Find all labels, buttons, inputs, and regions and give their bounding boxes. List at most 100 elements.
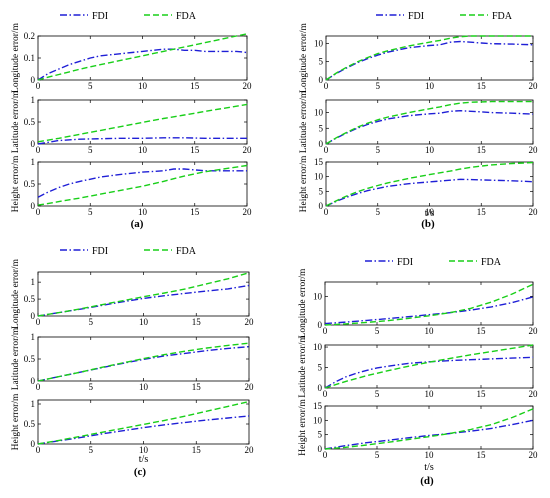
subplot-height: 0 5 10 15 20 0 5 10 15 Height error/m (299, 155, 538, 217)
y-tick-label: 0.5 (24, 179, 36, 189)
x-tick-label: 5 (376, 81, 381, 91)
legend-label-fdi: FDI (92, 11, 108, 22)
series-line-fda (325, 35, 533, 81)
y-tick-label: 0 (31, 376, 36, 386)
panel-label: (d) (420, 475, 434, 487)
x-tick-label: 0 (36, 207, 41, 217)
x-tick-label: 20 (245, 382, 255, 392)
y-axis-label: Height error/m (11, 155, 21, 212)
series-line-fdi (37, 284, 250, 317)
y-axis-label: Longitude error/m (11, 258, 21, 329)
y-tick-label: 10 (314, 172, 324, 182)
x-tick-label: 20 (529, 389, 539, 399)
y-tick-label: 5 (319, 57, 324, 67)
series-line-fda (324, 344, 534, 389)
plot-frame (37, 271, 250, 317)
y-tick-label: 0 (31, 439, 36, 449)
x-tick-label: 0 (323, 389, 328, 399)
series-line-fda (37, 400, 250, 445)
series-line-fda (37, 164, 248, 206)
x-tick-label: 0 (36, 317, 41, 327)
x-tick-label: 10 (425, 145, 435, 155)
x-tick-label: 5 (88, 81, 93, 91)
y-tick-label: 0 (319, 201, 324, 211)
series-line-fdi (325, 40, 534, 81)
y-tick-label: 5 (318, 430, 323, 440)
series-line-fdi (325, 109, 534, 145)
x-tick-label: 15 (477, 207, 487, 217)
legend: FDI FDA (60, 11, 197, 22)
series-line-fda (37, 272, 250, 317)
x-tick-label: 15 (477, 389, 487, 399)
legend-label-fdi: FDI (397, 257, 413, 268)
y-tick-label: 15 (313, 401, 323, 411)
x-tick-label: 0 (323, 326, 328, 336)
x-tick-label: 0 (36, 81, 41, 91)
legend: FDI FDA (365, 257, 502, 268)
y-tick-label: 10 (313, 415, 323, 425)
x-tick-label: 10 (425, 450, 435, 460)
x-tick-label: 10 (139, 382, 149, 392)
y-tick-label: 0 (31, 75, 36, 85)
y-tick-label: 0 (31, 201, 36, 211)
x-tick-label: 0 (324, 207, 329, 217)
series-line-fdi (37, 168, 247, 198)
x-tick-label: 0 (324, 81, 329, 91)
y-tick-label: 0 (319, 75, 324, 85)
y-axis-label: Latitude error/m (298, 335, 308, 398)
x-tick-label: 5 (88, 145, 93, 155)
y-tick-label: 0 (318, 444, 323, 454)
x-axis-label: t/s (139, 454, 149, 465)
subplot-height: 0 5 10 15 20 0 0.5 1 Height error/m (11, 155, 252, 217)
y-tick-label: 0.2 (24, 31, 35, 41)
y-axis-label: Longitude error/m (299, 22, 309, 93)
plot-frame (37, 35, 248, 81)
series-line-fdi (37, 346, 250, 382)
y-tick-label: 1 (31, 95, 36, 105)
x-tick-label: 5 (89, 445, 94, 455)
x-tick-label: 0 (323, 450, 328, 460)
series-line-fdi (324, 356, 534, 389)
x-tick-label: 15 (477, 450, 487, 460)
y-axis-label: Height error/m (11, 393, 21, 450)
y-axis-label: Height error/m (299, 155, 309, 212)
y-axis-label: Longitude error/m (11, 22, 21, 93)
subplot-height: 0 5 10 15 20 0 0.5 1 Height error/m (11, 393, 254, 455)
x-tick-label: 15 (477, 145, 487, 155)
panel-label: (b) (421, 218, 435, 230)
y-tick-label: 5 (319, 123, 324, 133)
x-tick-label: 10 (138, 207, 148, 217)
plot-frame (325, 99, 534, 145)
x-tick-label: 20 (529, 326, 539, 336)
x-tick-label: 15 (192, 445, 202, 455)
series-line-fdi (324, 419, 534, 450)
x-tick-label: 15 (477, 326, 487, 336)
subplot-longitude: 0 5 10 15 20 0 0.5 1 Longitude error/m (11, 258, 254, 329)
subplot-latitude: 0 5 10 15 20 0 0.5 1 Latitude error/m (11, 90, 252, 155)
y-tick-label: 1 (31, 157, 36, 167)
legend: FDI FDA (376, 11, 513, 22)
x-tick-label: 10 (138, 81, 148, 91)
x-tick-label: 5 (89, 317, 94, 327)
x-tick-label: 10 (425, 389, 435, 399)
y-tick-label: 0.5 (24, 117, 36, 127)
x-tick-label: 15 (190, 81, 200, 91)
legend-label-fda: FDA (492, 11, 513, 22)
y-tick-label: 0 (31, 311, 36, 321)
y-axis-label: Latitude error/m (299, 90, 309, 153)
series-line-fdi (37, 415, 250, 445)
panel-label: (a) (131, 218, 144, 230)
x-tick-label: 15 (192, 317, 202, 327)
legend-label-fdi: FDI (408, 11, 424, 22)
x-tick-label: 20 (529, 450, 539, 460)
plot-frame (325, 161, 534, 207)
legend-label-fda: FDA (176, 246, 197, 257)
legend-label-fda: FDA (176, 11, 197, 22)
series-line-fda (324, 408, 534, 450)
x-tick-label: 5 (375, 389, 380, 399)
x-tick-label: 0 (36, 445, 41, 455)
y-tick-label: 0 (318, 383, 323, 393)
y-tick-label: 0.1 (24, 53, 35, 63)
